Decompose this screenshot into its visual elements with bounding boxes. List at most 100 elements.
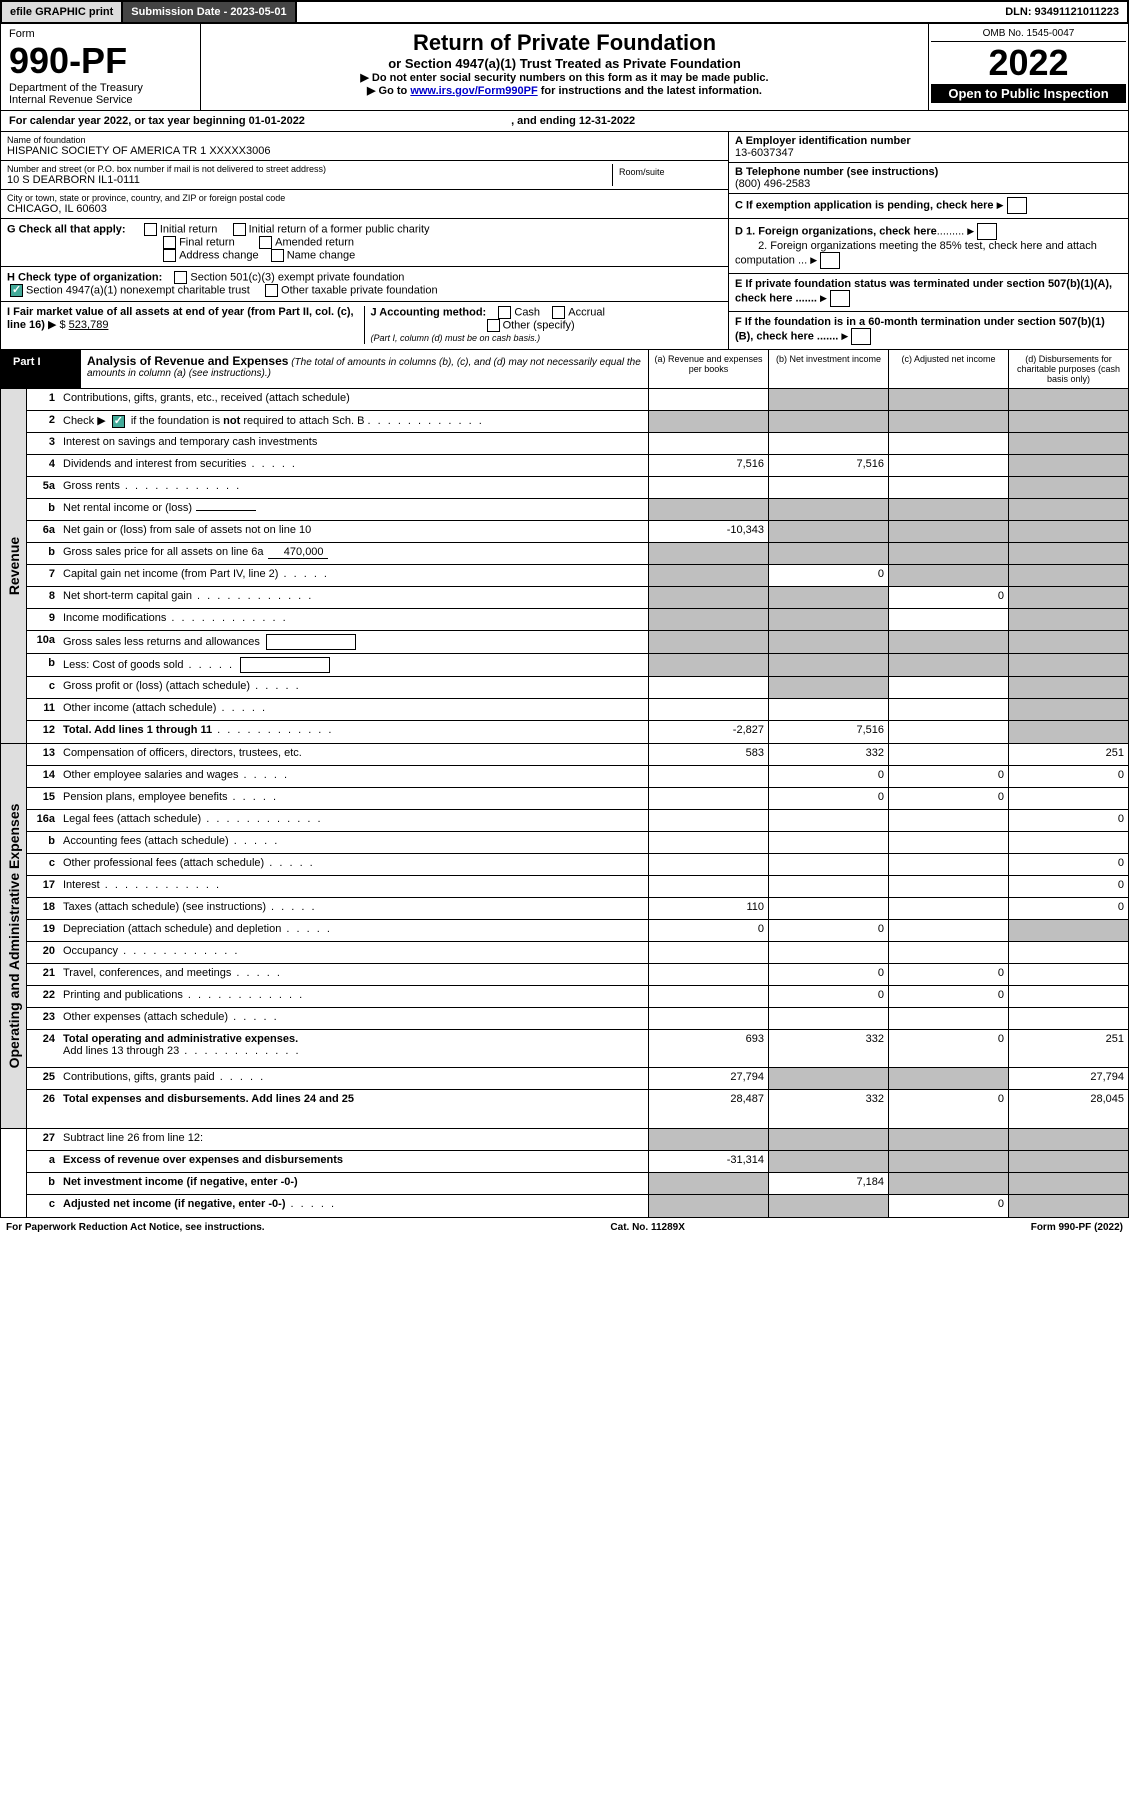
ln: 1 <box>27 389 59 410</box>
val-b <box>768 1129 888 1150</box>
foundation-name: HISPANIC SOCIETY OF AMERICA TR 1 XXXXX30… <box>7 145 722 157</box>
desc: Net investment income (if negative, ente… <box>59 1173 648 1194</box>
l21-d: Travel, conferences, and meetings <box>63 967 231 979</box>
line-13: 13 Compensation of officers, directors, … <box>27 744 1128 766</box>
val-a <box>648 876 768 897</box>
val-a <box>648 477 768 498</box>
e-checkbox[interactable] <box>830 290 850 307</box>
j-other: Other (specify) <box>503 319 575 331</box>
e-label: E If private foundation status was termi… <box>735 278 1112 304</box>
initial-former-checkbox[interactable] <box>233 223 246 236</box>
line-26: 26 Total expenses and disbursements. Add… <box>27 1090 1128 1128</box>
line-27b: b Net investment income (if negative, en… <box>27 1173 1128 1195</box>
val-b <box>768 942 888 963</box>
val-a <box>648 810 768 831</box>
i-cell: I Fair market value of all assets at end… <box>7 306 365 344</box>
val-c: 0 <box>888 587 1008 608</box>
desc: Net short-term capital gain <box>59 587 648 608</box>
ln: 5a <box>27 477 59 498</box>
h-other: Other taxable private foundation <box>281 284 438 296</box>
note2-post: for instructions and the latest informat… <box>538 85 762 97</box>
city-cell: City or town, state or province, country… <box>1 190 728 218</box>
val-c: 0 <box>888 1030 1008 1067</box>
g-namechange: Name change <box>287 249 356 261</box>
name-change-checkbox[interactable] <box>271 249 284 262</box>
initial-return-checkbox[interactable] <box>144 223 157 236</box>
other-method-checkbox[interactable] <box>487 319 500 332</box>
ln: b <box>27 832 59 853</box>
desc: Printing and publications <box>59 986 648 1007</box>
l25-d: Contributions, gifts, grants paid <box>63 1071 215 1083</box>
val-a: 583 <box>648 744 768 765</box>
roomsuite-label: Room/suite <box>619 167 716 177</box>
val-c <box>888 455 1008 476</box>
ln: 18 <box>27 898 59 919</box>
d2-checkbox[interactable] <box>820 252 840 269</box>
line-25: 25 Contributions, gifts, grants paid 27,… <box>27 1068 1128 1090</box>
schb-checkbox[interactable] <box>112 415 125 428</box>
line-27a: a Excess of revenue over expenses and di… <box>27 1151 1128 1173</box>
instructions-link[interactable]: www.irs.gov/Form990PF <box>410 85 537 97</box>
val-b: 332 <box>768 744 888 765</box>
opex-table: Operating and Administrative Expenses 13… <box>0 744 1129 1129</box>
line-4: 4 Dividends and interest from securities… <box>27 455 1128 477</box>
ln: 4 <box>27 455 59 476</box>
val-d <box>1008 832 1128 853</box>
desc: Total operating and administrative expen… <box>59 1030 648 1067</box>
val-d <box>1008 587 1128 608</box>
val-c <box>888 832 1008 853</box>
val-a <box>648 699 768 720</box>
d-cell: D 1. Foreign organizations, check here..… <box>729 219 1128 274</box>
4947-checkbox[interactable] <box>10 284 23 297</box>
val-c: 0 <box>888 788 1008 809</box>
cash-checkbox[interactable] <box>498 306 511 319</box>
form-number: 990-PF <box>9 40 192 82</box>
val-b: 7,516 <box>768 721 888 743</box>
f-checkbox[interactable] <box>851 328 871 345</box>
val-a <box>648 986 768 1007</box>
line-7: 7 Capital gain net income (from Part IV,… <box>27 565 1128 587</box>
f-label: F If the foundation is in a 60-month ter… <box>735 316 1105 342</box>
val-a <box>648 543 768 564</box>
val-c <box>888 699 1008 720</box>
final-return-checkbox[interactable] <box>163 236 176 249</box>
val-a <box>648 499 768 520</box>
line-14: 14 Other employee salaries and wages 000 <box>27 766 1128 788</box>
d1-checkbox[interactable] <box>977 223 997 240</box>
l16a-d: Legal fees (attach schedule) <box>63 813 201 825</box>
check-left: G Check all that apply: Initial return I… <box>1 219 728 349</box>
val-c <box>888 499 1008 520</box>
ein-cell: A Employer identification number 13-6037… <box>729 132 1128 163</box>
form-note2: ▶ Go to www.irs.gov/Form990PF for instru… <box>207 84 922 97</box>
desc: Legal fees (attach schedule) <box>59 810 648 831</box>
line-27: 27 Subtract line 26 from line 12: <box>27 1129 1128 1151</box>
accrual-checkbox[interactable] <box>552 306 565 319</box>
address-change-checkbox[interactable] <box>163 249 176 262</box>
other-taxable-checkbox[interactable] <box>265 284 278 297</box>
ln: 23 <box>27 1008 59 1029</box>
501c3-checkbox[interactable] <box>174 271 187 284</box>
val-b: 0 <box>768 565 888 586</box>
val-d <box>1008 477 1128 498</box>
revenue-body: 1 Contributions, gifts, grants, etc., re… <box>27 389 1128 743</box>
form-header: Form 990-PF Department of the Treasury I… <box>0 24 1129 111</box>
ln: 15 <box>27 788 59 809</box>
val-a <box>648 389 768 410</box>
val-b <box>768 654 888 676</box>
g-initial-former: Initial return of a former public charit… <box>249 223 430 235</box>
arrow-icon <box>841 330 848 342</box>
val-d <box>1008 920 1128 941</box>
desc: Net gain or (loss) from sale of assets n… <box>59 521 648 542</box>
efile-label[interactable]: efile GRAPHIC print <box>2 2 123 22</box>
dln: DLN: 93491121011223 <box>997 2 1127 22</box>
val-b <box>768 411 888 432</box>
ein-value: 13-6037347 <box>735 147 1122 159</box>
exemption-checkbox[interactable] <box>1007 197 1027 214</box>
amended-return-checkbox[interactable] <box>259 236 272 249</box>
address: 10 S DEARBORN IL1-0111 <box>7 174 612 186</box>
ln: b <box>27 1173 59 1194</box>
submission-date: Submission Date - 2023-05-01 <box>123 2 296 22</box>
l2-not: not <box>223 415 240 427</box>
header-mid: Return of Private Foundation or Section … <box>201 24 928 110</box>
ln: a <box>27 1151 59 1172</box>
